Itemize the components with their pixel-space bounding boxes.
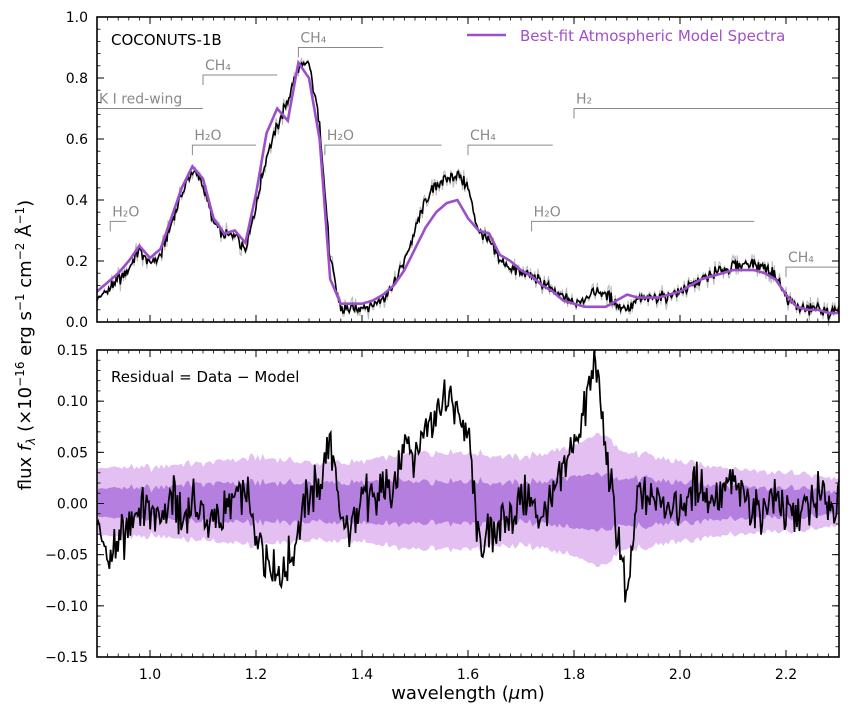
annotation-label-9: CH₄ — [788, 250, 814, 266]
annotation-bracket-5 — [324, 144, 442, 156]
annotation-bracket-1 — [96, 108, 203, 119]
top-panel: H₂O K I red-wing H₂O CH₄ CH₄ H₂O CH₄ H₂ H₂O CH₄ 0… — [66, 10, 840, 331]
y-tick-label-1: 0.2 — [66, 254, 88, 270]
annotation-label-3: CH₄ — [205, 58, 231, 74]
annotation-label-5: H₂O — [327, 128, 354, 144]
y-tick-label-2: −0.05 — [45, 548, 88, 564]
y-axis-title: flux fλ (×10−16 erg s−1 cm−2 Å−1) — [13, 200, 38, 490]
annotation-label-0: H₂O — [112, 204, 139, 220]
y-tick-label-1: −0.10 — [45, 599, 88, 615]
data-spectrum-line — [96, 60, 840, 320]
residual-series — [96, 350, 840, 603]
residual-label: Residual = Data − Model — [111, 368, 299, 386]
residual-line — [96, 350, 840, 603]
object-label: COCONUTS-1B — [111, 31, 222, 49]
y-tick-label-0: −0.15 — [45, 650, 88, 666]
absorption-annotations: H₂O K I red-wing H₂O CH₄ CH₄ H₂O CH₄ H₂ H₂O CH₄ — [96, 31, 839, 278]
x-tick-label-3: 1.6 — [457, 667, 479, 683]
bottom-panel: 1.0 1.2 1.4 1.6 1.8 2.0 2.2 −0.15 −0.10 −0.05 0.00… — [45, 343, 840, 683]
x-tick-label-5: 2.0 — [669, 667, 691, 683]
y-tick-label-6: 0.15 — [57, 343, 88, 359]
annotation-label-8: H₂O — [534, 204, 561, 220]
annotation-bracket-4 — [297, 47, 384, 58]
y-tick-label-2: 0.4 — [66, 193, 88, 209]
annotation-bracket-7 — [573, 108, 839, 119]
top-series — [96, 56, 840, 327]
annotation-bracket-8 — [531, 220, 755, 232]
y-tick-label-5: 0.10 — [57, 394, 88, 410]
x-tick-label-1: 1.2 — [245, 667, 267, 683]
annotation-bracket-2 — [191, 144, 256, 156]
y-tick-label-3: 0.00 — [57, 497, 88, 513]
band-1sigma — [97, 472, 839, 532]
annotation-label-2: H₂O — [194, 128, 221, 144]
y-tick-label-3: 0.6 — [66, 132, 88, 148]
model-spectrum-line — [96, 59, 839, 315]
annotation-label-7: H₂ — [576, 92, 592, 108]
legend-label-model: Best-fit Atmospheric Model Spectra — [520, 27, 785, 45]
x-tick-label-6: 2.2 — [775, 667, 797, 683]
y-tick-label-5: 1.0 — [66, 10, 88, 26]
y-tick-label-0: 0.0 — [66, 315, 88, 331]
x-tick-label-4: 1.8 — [563, 667, 585, 683]
annotation-label-4: CH₄ — [300, 31, 326, 47]
y-tick-label-4: 0.05 — [57, 445, 88, 461]
bottom-axes-ticks: 1.0 1.2 1.4 1.6 1.8 2.0 2.2 −0.15 −0.10 −0.05 0.00… — [45, 343, 840, 683]
annotation-label-1: K I red-wing — [99, 92, 182, 108]
x-axis-title: wavelength (μm) — [391, 683, 545, 704]
annotation-label-6: CH₄ — [470, 128, 496, 144]
uncertainty-bands — [97, 432, 839, 568]
x-tick-label-0: 1.0 — [139, 667, 161, 683]
annotation-bracket-9 — [785, 266, 839, 278]
annotation-bracket-6 — [467, 144, 553, 156]
data-error-trace — [96, 56, 840, 327]
annotation-bracket-0 — [109, 220, 127, 232]
x-tick-label-2: 1.4 — [351, 667, 373, 683]
y-tick-label-4: 0.8 — [66, 71, 88, 87]
annotation-bracket-3 — [202, 74, 278, 85]
top-axes-ticks: 0.0 0.2 0.4 0.6 0.8 1.0 — [66, 10, 840, 331]
